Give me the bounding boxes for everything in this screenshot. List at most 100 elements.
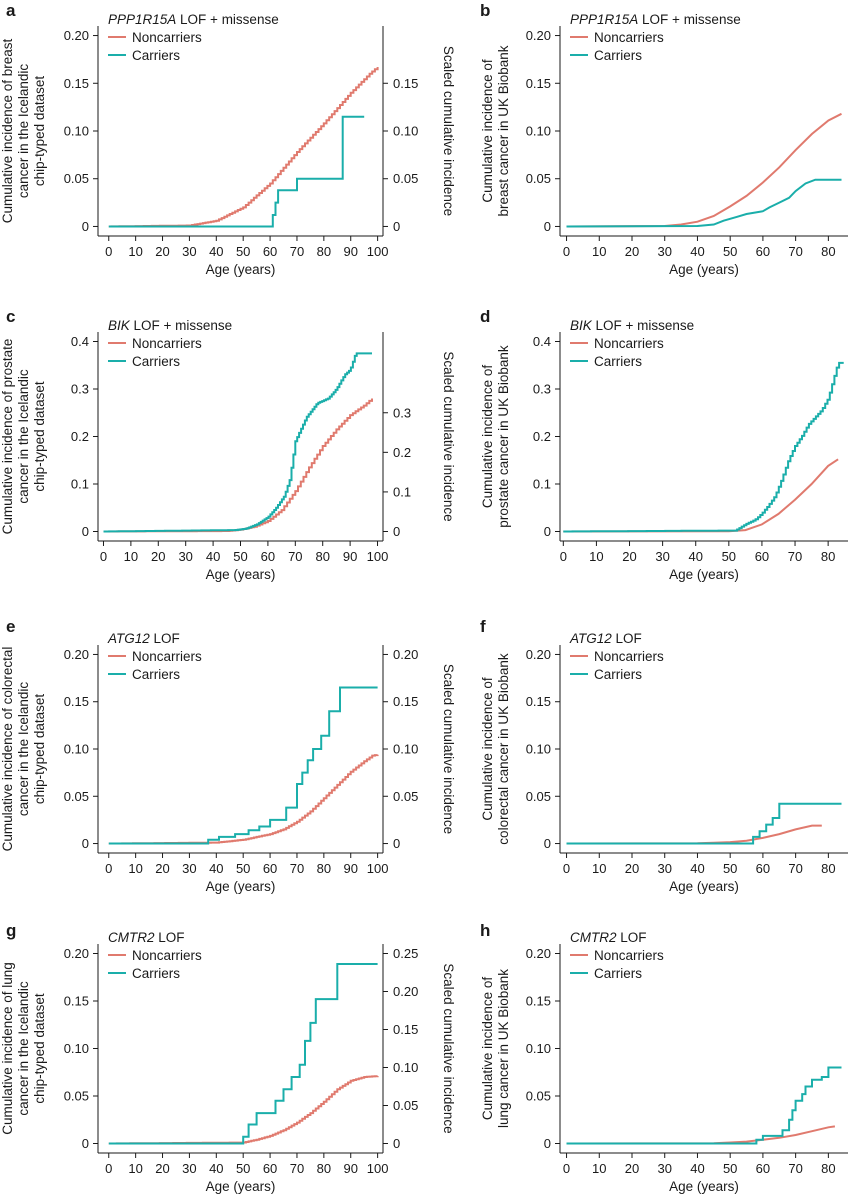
x-tick-label: 0 [105, 1161, 112, 1176]
series-line-carriers [566, 178, 842, 228]
panel-letter: a [6, 1, 16, 20]
legend-label-carriers: Carriers [132, 48, 180, 63]
legend-label-carriers: Carriers [594, 966, 642, 981]
y-tick-label: 0.10 [64, 1041, 89, 1056]
y-tick-label: 0 [544, 1136, 551, 1151]
x-tick-label: 30 [182, 244, 196, 259]
x-tick-label: 10 [592, 244, 606, 259]
y-axis-title: Cumulative incidence of [480, 365, 495, 509]
x-axis-title: Age (years) [206, 262, 276, 277]
gene-name: CMTR2 [108, 930, 155, 945]
y-tick-label: 0.4 [533, 334, 551, 349]
legend-label-noncarriers: Noncarriers [132, 948, 202, 963]
gene-name: PPP1R15A [108, 12, 176, 27]
legend-title: PPP1R15A LOF + missense [570, 12, 741, 27]
x-tick-label: 90 [343, 549, 357, 564]
x-tick-label: 20 [155, 861, 169, 876]
y-axis-title: chip-typed dataset [32, 381, 47, 492]
series-line-noncarriers [566, 112, 842, 228]
legend-label-carriers: Carriers [132, 354, 180, 369]
x-tick-label: 0 [100, 549, 107, 564]
x-tick-label: 80 [317, 244, 331, 259]
y2-tick-label: 0.10 [393, 742, 418, 757]
y-tick-label: 0.10 [64, 742, 89, 757]
x-tick-label: 10 [128, 244, 142, 259]
x-tick-label: 100 [367, 1161, 389, 1176]
y-tick-label: 0.10 [64, 124, 89, 139]
y2-tick-label: 0.10 [393, 1060, 418, 1075]
x-tick-label: 50 [233, 549, 247, 564]
series-line-noncarriers [108, 1075, 379, 1145]
legend-label-noncarriers: Noncarriers [594, 948, 664, 963]
y-axis-title: Cumulative incidence of [480, 59, 495, 203]
y2-tick-label: 0 [393, 219, 400, 234]
panel-e: e 0 0.05 0.10 0.15 0.20 0 10 20 30 40 50 60 70 80 90 100… [0, 617, 456, 894]
legend-label-noncarriers: Noncarriers [132, 649, 202, 664]
series-line-carriers [566, 1066, 842, 1145]
y-tick-label: 0.10 [526, 124, 551, 139]
y-axis-title: Cumulative incidence of colorectal [0, 647, 15, 852]
legend-label-noncarriers: Noncarriers [594, 336, 664, 351]
y-axis-title: chip-typed dataset [32, 694, 47, 805]
x-tick-label: 40 [209, 861, 223, 876]
x-tick-label: 80 [315, 549, 329, 564]
x-tick-label: 90 [344, 861, 358, 876]
y2-tick-label: 0.05 [393, 789, 418, 804]
x-axis-title: Age (years) [206, 879, 276, 894]
x-tick-label: 0 [560, 549, 567, 564]
y-axis-title: Cumulative incidence of breast [0, 38, 15, 223]
y-tick-label: 0.05 [64, 789, 89, 804]
y2-axis-title: Scaled cumulative incidence [441, 963, 456, 1133]
panel-d: d 0 0.1 0.2 0.3 0.4 0 10 20 30 40 50 60 70 80 Age (year… [480, 307, 848, 582]
y-tick-label: 0.2 [533, 429, 551, 444]
y2-tick-label: 0 [393, 524, 400, 539]
x-tick-label: 50 [236, 244, 250, 259]
panel-letter: c [6, 307, 15, 326]
y-tick-label: 0.4 [71, 334, 89, 349]
y-axis-title: cancer in the Icelandic [16, 369, 31, 504]
x-tick-label: 80 [317, 861, 331, 876]
x-tick-label: 100 [367, 244, 389, 259]
panel-letter: b [480, 1, 490, 20]
legend-title: BIK LOF + missense [570, 318, 694, 333]
x-tick-label: 40 [690, 1161, 704, 1176]
x-tick-label: 10 [128, 1161, 142, 1176]
y-tick-label: 0.05 [526, 1089, 551, 1104]
gene-name: CMTR2 [570, 930, 617, 945]
x-tick-label: 70 [788, 1161, 802, 1176]
x-tick-label: 20 [155, 1161, 169, 1176]
x-tick-label: 50 [723, 1161, 737, 1176]
legend-title: BIK LOF + missense [108, 318, 232, 333]
y-tick-label: 0.20 [64, 28, 89, 43]
x-tick-label: 20 [625, 1161, 639, 1176]
legend-title: PPP1R15A LOF + missense [108, 12, 279, 27]
x-tick-label: 60 [756, 861, 770, 876]
x-tick-label: 20 [625, 244, 639, 259]
y2-tick-label: 0.15 [393, 76, 418, 91]
panel-a: a 0 0.05 0.10 0.15 0.20 0 10 20 30 40 50 60 70 80 90 100… [0, 1, 456, 277]
legend-label-noncarriers: Noncarriers [132, 30, 202, 45]
x-tick-label: 30 [657, 861, 671, 876]
y-axis-title: Cumulative incidence of [480, 977, 495, 1121]
variant-type: LOF [612, 631, 642, 646]
x-tick-label: 70 [290, 861, 304, 876]
variant-type: LOF + missense [130, 318, 232, 333]
series-line-noncarriers [566, 824, 822, 845]
legend-title: CMTR2 LOF [108, 930, 185, 945]
y-tick-label: 0.1 [533, 477, 551, 492]
gene-name: ATG12 [107, 631, 150, 646]
y-tick-label: 0.15 [64, 76, 89, 91]
panel-letter: e [6, 617, 15, 636]
y-tick-label: 0 [82, 836, 89, 851]
x-tick-label: 10 [589, 549, 603, 564]
series-line-noncarriers [108, 67, 379, 228]
x-tick-label: 10 [128, 861, 142, 876]
legend-label-carriers: Carriers [132, 667, 180, 682]
series-line-carriers [103, 352, 372, 533]
y-tick-label: 0 [544, 836, 551, 851]
x-tick-label: 50 [236, 861, 250, 876]
gene-name: BIK [570, 318, 593, 333]
x-tick-label: 90 [344, 1161, 358, 1176]
series-line-noncarriers [563, 458, 839, 533]
